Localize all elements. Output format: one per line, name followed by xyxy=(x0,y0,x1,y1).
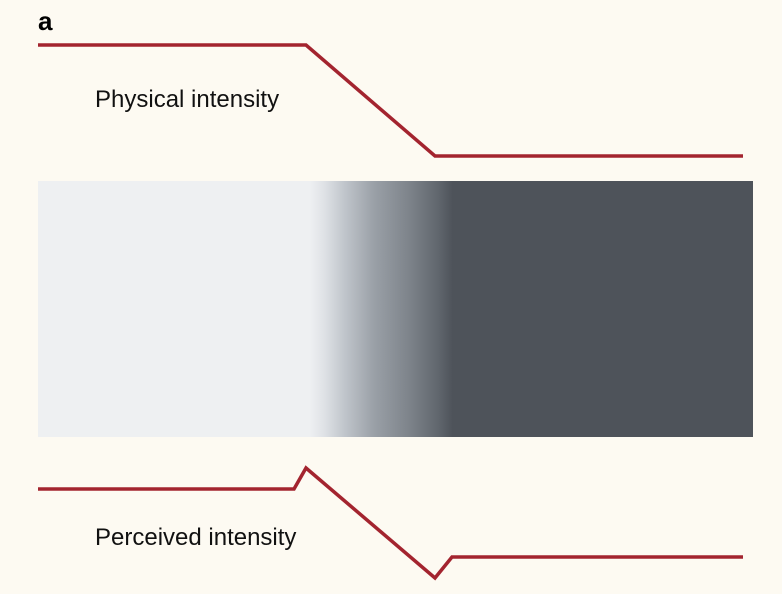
physical-intensity-curve xyxy=(38,43,743,158)
perceived-intensity-label: Perceived intensity xyxy=(95,524,297,551)
perceived-intensity-curve xyxy=(38,465,743,581)
intensity-gradient-bar xyxy=(38,181,753,437)
panel-label: a xyxy=(38,6,53,36)
physical-intensity-label: Physical intensity xyxy=(95,86,280,113)
